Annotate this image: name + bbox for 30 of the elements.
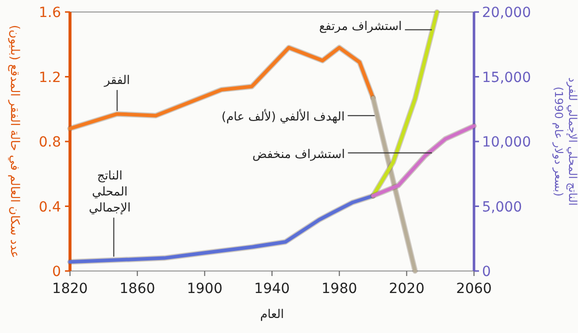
x-tick-label: 2060 — [456, 281, 492, 297]
x-tick-label: 2020 — [388, 281, 424, 297]
annotation: الهدف الألفي (لألف عام) — [222, 110, 376, 124]
y-axis-title: عدد سكان العالم في حالة الفقر المدقع (بليون) — [8, 24, 22, 258]
annotation: الفقر — [104, 72, 130, 112]
y-tick-label: 1.2 — [38, 70, 61, 86]
y-tick-label: 0 — [52, 264, 61, 280]
annotation: استشراف منخفض — [252, 146, 432, 161]
annotation: الناتج المحلي الإجمالي — [88, 168, 131, 258]
x-tick-label: 1940 — [254, 281, 290, 297]
y2-tick-label: 15,000 — [482, 70, 531, 86]
y-tick-label: 1.6 — [38, 5, 62, 21]
y2-tick-label: 20,000 — [482, 5, 531, 21]
annotation: الناتج المحلي الإجمالي — [88, 168, 131, 215]
x-tick-label: 1860 — [120, 281, 156, 297]
y2-tick-label: 0 — [482, 264, 491, 280]
y2-axis-title: الناتج المحلي الإجمالي للفرد (بسعر دولار عام 1990) — [552, 77, 578, 206]
annotation: استشراف مرتفع — [319, 18, 402, 33]
annotation: الهدف الألفي (لألف عام) — [222, 108, 345, 124]
x-tick-label: 1820 — [52, 281, 88, 297]
annotation: استشراف منخفض — [252, 146, 345, 161]
x-tick-label: 1980 — [322, 281, 358, 297]
annotation: الفقر — [103, 72, 130, 87]
y2-tick-label: 5,000 — [482, 199, 522, 216]
y2-tick-label: 10,000 — [482, 134, 531, 150]
x-axis-title: العام — [260, 307, 284, 321]
y-tick-label: 0.4 — [38, 199, 62, 216]
y-tick-label: 0.8 — [38, 134, 61, 150]
annotation: استشراف مرتفع — [319, 18, 432, 33]
x-tick-label: 1900 — [186, 281, 222, 297]
